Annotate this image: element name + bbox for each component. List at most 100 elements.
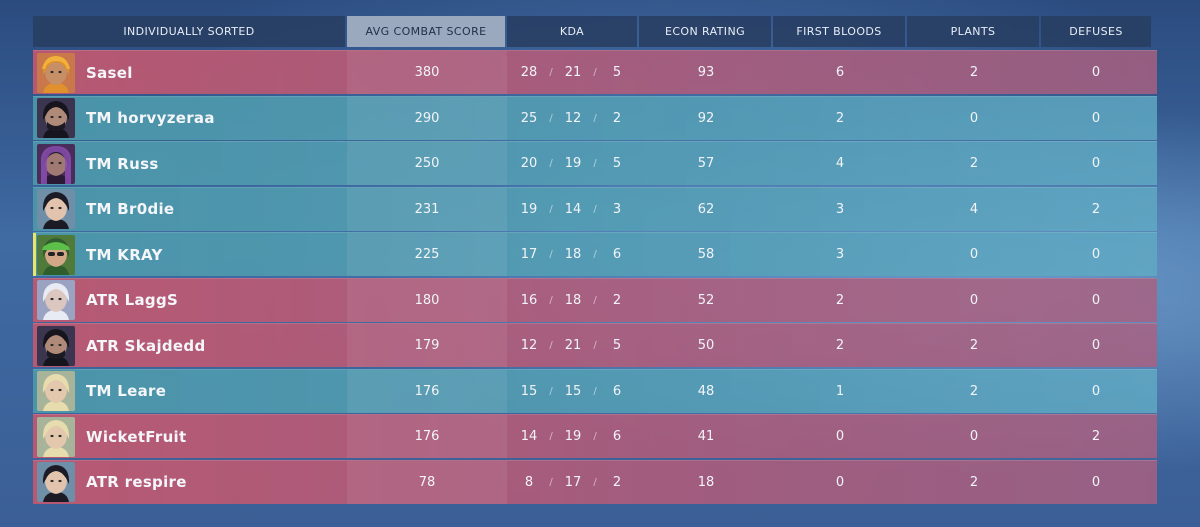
- agent-green-cap-icon: [37, 234, 75, 275]
- player-cell: ATR respire: [33, 461, 347, 504]
- agent-masked-icon: [37, 98, 75, 138]
- defuses-value: 2: [1091, 201, 1101, 217]
- kda-separator: /: [593, 431, 597, 442]
- defuses-value: 0: [1091, 65, 1101, 80]
- player-cell: TM KRAY: [33, 233, 347, 276]
- column-header-kda[interactable]: KDA: [507, 16, 637, 47]
- player-name: Sasel: [86, 63, 133, 82]
- assists-value: 3: [612, 201, 622, 217]
- defuses-value: 0: [1091, 247, 1101, 262]
- player-name: TM Leare: [86, 382, 167, 400]
- player-cell: WicketFruit: [33, 415, 347, 458]
- kills-value: 25: [520, 110, 538, 126]
- deaths-value: 21: [564, 338, 582, 353]
- econ-value: 52: [697, 292, 715, 308]
- plants-value: 0: [969, 292, 979, 308]
- kda-separator: /: [593, 294, 597, 306]
- player-row[interactable]: TM KRAY 225 17 / 18 / 6 58 3 0 0: [33, 232, 1157, 276]
- kda-separator: /: [593, 249, 597, 260]
- kills-value: 19: [520, 201, 538, 217]
- kda-separator: /: [549, 385, 553, 397]
- kills-value: 12: [520, 338, 538, 353]
- kills-value: 8: [524, 474, 534, 490]
- player-name: TM horvyzeraa: [86, 109, 215, 127]
- player-name: ATR Skajdedd: [86, 336, 206, 355]
- kills-value: 17: [520, 247, 538, 262]
- player-cell: ATR Skajdedd: [33, 324, 347, 367]
- column-header-name[interactable]: INDIVIDUALLY SORTED: [33, 16, 345, 47]
- agent-dark-hair-icon: [37, 462, 75, 502]
- player-row[interactable]: ATR LaggS 180 16 / 18 / 2 52 2 0 0: [33, 277, 1157, 322]
- plants-value: 2: [969, 383, 979, 399]
- plants-value: 0: [969, 429, 979, 444]
- player-cell: Sasel: [33, 51, 347, 94]
- first-bloods-value: 2: [835, 110, 845, 126]
- plants-value: 2: [969, 338, 979, 353]
- kda-cell: 17 / 18 / 6: [507, 233, 639, 276]
- first-bloods-value: 6: [835, 65, 845, 80]
- acs-value: 380: [347, 51, 507, 94]
- deaths-value: 12: [564, 110, 582, 126]
- player-row[interactable]: TM horvyzeraa 290 25 / 12 / 2 92 2 0 0: [33, 95, 1157, 140]
- deaths-value: 15: [564, 383, 582, 399]
- acs-value: 290: [347, 96, 507, 140]
- player-row[interactable]: WicketFruit 176 14 / 19 / 6 41 0 0 2: [33, 414, 1157, 458]
- kills-value: 15: [520, 383, 538, 399]
- agent-blonde-icon: [37, 416, 75, 457]
- player-name: TM Russ: [86, 154, 159, 173]
- plants-value: 0: [969, 110, 979, 126]
- plants-value: 2: [969, 156, 979, 171]
- player-cell: TM horvyzeraa: [33, 97, 347, 140]
- kda-separator: /: [593, 385, 597, 397]
- plants-value: 4: [969, 201, 979, 217]
- first-bloods-value: 2: [835, 338, 845, 353]
- defuses-value: 0: [1091, 156, 1101, 171]
- agent-blonde-icon: [37, 371, 75, 411]
- deaths-value: 19: [564, 156, 582, 171]
- scoreboard-rows: Sasel 380 28 / 21 / 5 93 6 2 0 TM horvyz…: [33, 50, 1157, 504]
- defuses-value: 0: [1091, 383, 1101, 399]
- econ-value: 93: [697, 65, 715, 80]
- kda-separator: /: [549, 158, 553, 169]
- kda-separator: /: [593, 476, 597, 488]
- column-header-plants[interactable]: PLANTS: [907, 16, 1039, 47]
- defuses-value: 0: [1091, 338, 1101, 353]
- econ-value: 92: [697, 110, 715, 126]
- deaths-value: 19: [564, 429, 582, 444]
- column-header-acs[interactable]: AVG COMBAT SCORE: [347, 16, 505, 47]
- player-cell: TM Russ: [33, 142, 347, 185]
- player-cell: TM Leare: [33, 370, 347, 413]
- econ-value: 18: [697, 474, 715, 490]
- kda-separator: /: [593, 203, 597, 215]
- player-row[interactable]: Sasel 380 28 / 21 / 5 93 6 2 0: [33, 50, 1157, 94]
- first-bloods-value: 3: [835, 201, 845, 217]
- player-row[interactable]: ATR respire 78 8 / 17 / 2 18 0 2 0: [33, 459, 1157, 504]
- defuses-value: 0: [1091, 292, 1101, 308]
- kda-separator: /: [549, 112, 553, 124]
- column-header-defuses[interactable]: DEFUSES: [1041, 16, 1151, 47]
- kda-cell: 15 / 15 / 6: [507, 370, 639, 413]
- acs-value: 176: [347, 369, 507, 413]
- kda-cell: 28 / 21 / 5: [507, 51, 639, 94]
- plants-value: 0: [969, 247, 979, 262]
- kda-cell: 20 / 19 / 5: [507, 142, 639, 185]
- player-row[interactable]: TM Leare 176 15 / 15 / 6 48 1 2 0: [33, 368, 1157, 413]
- deaths-value: 18: [564, 292, 582, 308]
- column-header-fb[interactable]: FIRST BLOODS: [773, 16, 905, 47]
- player-name: TM KRAY: [86, 245, 163, 264]
- kda-cell: 19 / 14 / 3: [507, 188, 639, 231]
- acs-value: 179: [347, 324, 507, 367]
- first-bloods-value: 4: [835, 156, 845, 171]
- column-header-econ[interactable]: ECON RATING: [639, 16, 771, 47]
- assists-value: 2: [612, 292, 622, 308]
- player-row[interactable]: TM Br0die 231 19 / 14 / 3 62 3 4 2: [33, 186, 1157, 231]
- first-bloods-value: 0: [835, 474, 845, 490]
- defuses-value: 0: [1091, 474, 1101, 490]
- assists-value: 6: [612, 429, 622, 444]
- assists-value: 5: [612, 65, 622, 80]
- player-row[interactable]: ATR Skajdedd 179 12 / 21 / 5 50 2 2 0: [33, 323, 1157, 367]
- scoreboard: INDIVIDUALLY SORTED AVG COMBAT SCORE KDA EC…: [33, 16, 1157, 505]
- plants-value: 2: [969, 474, 979, 490]
- kda-separator: /: [549, 476, 553, 488]
- player-row[interactable]: TM Russ 250 20 / 19 / 5 57 4 2 0: [33, 141, 1157, 185]
